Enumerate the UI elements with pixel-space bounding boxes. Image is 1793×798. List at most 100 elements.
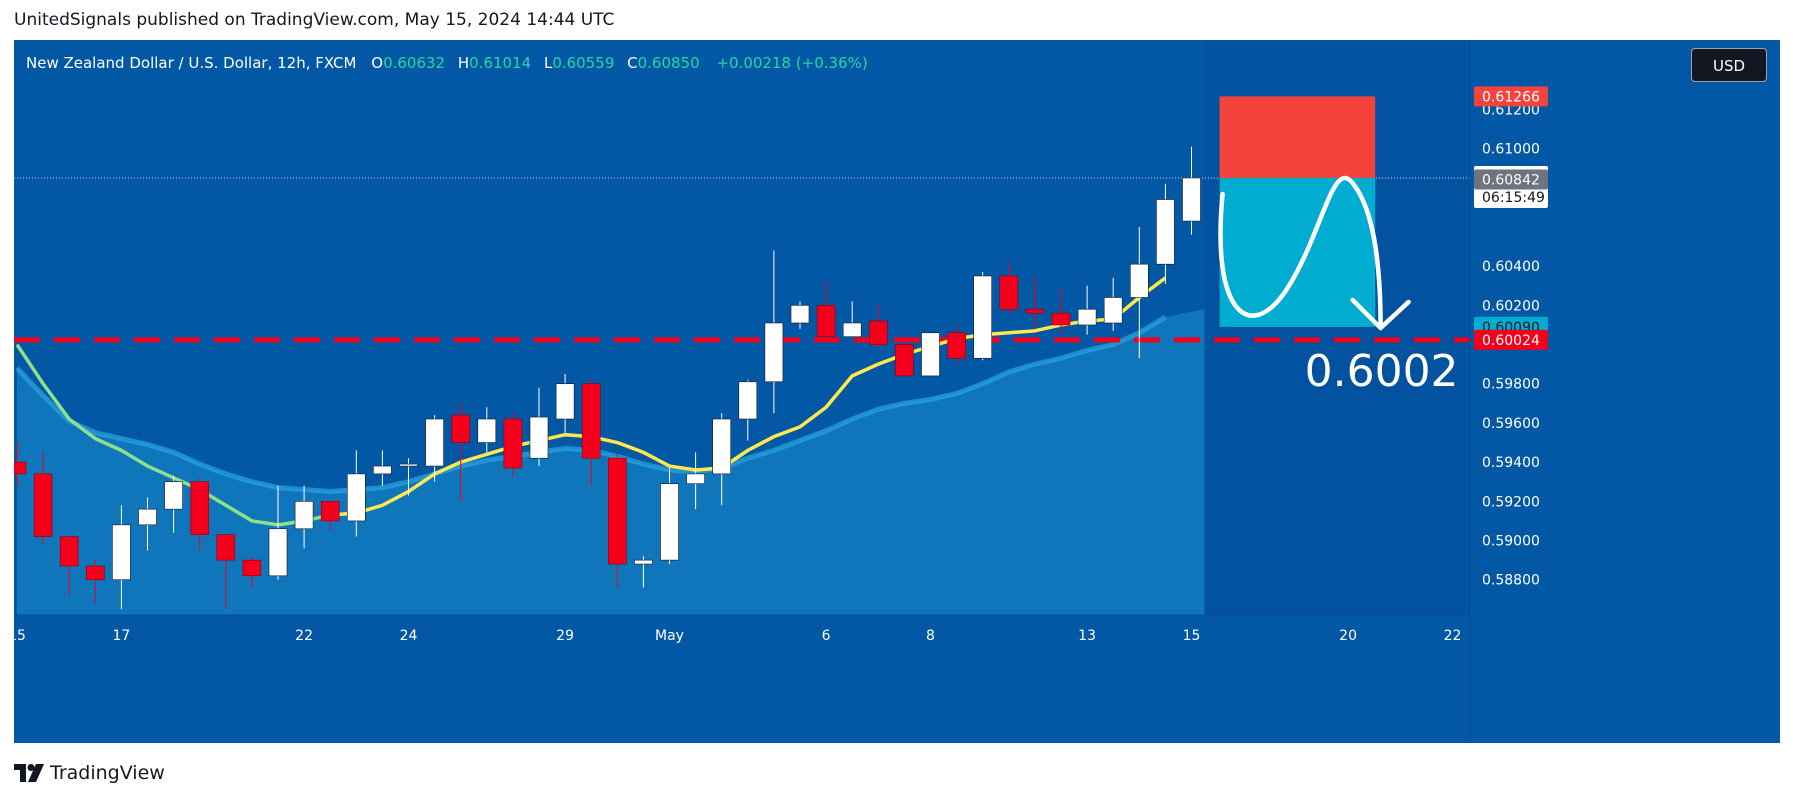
candle-body [790, 305, 810, 324]
candle-body [973, 275, 993, 359]
price-chart[interactable]: 0.60020.612000.610000.604000.602000.5980… [14, 40, 1780, 743]
y-tick-label: 0.59800 [1482, 377, 1540, 393]
legend-high-value: 0.61014 [469, 54, 532, 72]
candle-body [1130, 263, 1149, 298]
candle-body [216, 534, 236, 561]
candle-body [59, 536, 79, 567]
y-tick-label: 0.58800 [1482, 573, 1540, 589]
candle-body [1103, 297, 1123, 324]
candle-body [895, 344, 914, 377]
y-tick-label: 0.60200 [1482, 298, 1540, 314]
candle-body [346, 473, 366, 522]
legend-symbol: New Zealand Dollar / U.S. Dollar, 12h, F… [26, 54, 357, 72]
candles [14, 146, 1201, 610]
y-tick-label: 0.59400 [1482, 455, 1540, 471]
candle-body [529, 416, 549, 459]
x-tick-label: 6 [822, 628, 831, 644]
candle-body [999, 275, 1019, 310]
y-tick-label: 0.61000 [1482, 142, 1540, 158]
price-tag-timer: 06:15:49 [1482, 190, 1545, 206]
candle-body [138, 508, 157, 526]
candle-body [555, 383, 575, 420]
candle-body [33, 473, 53, 537]
take-profit-zone [1219, 177, 1376, 327]
legend-low-value: 0.60559 [552, 54, 615, 72]
candle-body [868, 320, 888, 345]
candle-body [294, 501, 314, 530]
y-tick-label: 0.59600 [1482, 416, 1540, 432]
x-tick-label: 15 [1183, 628, 1201, 644]
candle-body [660, 483, 679, 561]
legend-low-label: L [543, 54, 553, 72]
candle-body [503, 418, 523, 469]
candle-body [268, 528, 288, 577]
candle-body [477, 418, 497, 443]
candle-body [399, 463, 418, 467]
x-tick-label: 8 [926, 628, 935, 644]
legend-open-value: 0.60632 [383, 54, 446, 72]
x-tick-label: 13 [1078, 628, 1096, 644]
x-tick-label: 20 [1339, 628, 1357, 644]
symbol-legend: New Zealand Dollar / U.S. Dollar, 12h, F… [26, 54, 868, 72]
x-tick-label: 29 [556, 628, 574, 644]
ma-line [330, 276, 1167, 517]
candle-body [320, 501, 340, 522]
y-tick-label: 0.59200 [1482, 494, 1540, 510]
price-tag-label: 0.60842 [1482, 173, 1540, 189]
projection-arrowhead [1350, 297, 1411, 331]
candle-body [921, 332, 940, 377]
tradingview-logo[interactable]: TradingView [14, 760, 165, 786]
candle-body [581, 383, 601, 459]
x-tick-label: May [655, 628, 684, 644]
candle-body [451, 414, 471, 443]
candle-body [14, 461, 27, 475]
candle-body [607, 457, 627, 565]
candle-body [816, 305, 836, 338]
stop-loss-zone [1219, 96, 1376, 178]
legend-open-label: O [371, 54, 384, 72]
candle-body [1051, 312, 1071, 326]
candle-body [190, 481, 209, 535]
candle-body [1156, 199, 1175, 265]
x-axis-band [14, 615, 1470, 743]
candle-body [425, 418, 444, 467]
price-tag [1474, 169, 1548, 190]
x-tick-label: 22 [295, 628, 313, 644]
legend-high-label: H [457, 54, 470, 72]
candle-body [947, 332, 966, 359]
candle-body [1077, 308, 1097, 326]
candle-body [86, 565, 105, 581]
target-annotation: 0.6002 [1305, 346, 1459, 397]
x-tick-label: 17 [112, 628, 130, 644]
candle-body [686, 473, 705, 484]
tradingview-brand-text: TradingView [50, 762, 165, 784]
candle-body [842, 322, 862, 338]
currency-button[interactable]: USD [1691, 48, 1767, 82]
tradingview-logo-icon [14, 764, 44, 782]
x-tick-label: 24 [400, 628, 418, 644]
candle-body [373, 465, 392, 475]
publisher-caption: UnitedSignals published on TradingView.c… [14, 10, 615, 30]
candle-body [1182, 177, 1201, 222]
price-tag [1474, 329, 1548, 350]
candle-body [712, 418, 732, 475]
price-tag-label: 0.60024 [1482, 333, 1540, 349]
candle-body [1025, 308, 1045, 314]
candle-body [738, 381, 758, 420]
candle-body [242, 559, 262, 577]
candle-body [634, 559, 653, 565]
candle-body [764, 322, 784, 383]
price-tag [1474, 86, 1548, 107]
x-tick-label: 22 [1444, 628, 1462, 644]
legend-close-label: C [627, 54, 638, 72]
projection-curve [1218, 175, 1383, 331]
candle-body [164, 481, 183, 510]
y-tick-label: 0.60400 [1482, 259, 1540, 275]
legend-close-value: 0.60850 [637, 54, 700, 72]
x-tick-label: 15 [14, 628, 26, 644]
price-tag-label: 0.61266 [1482, 89, 1540, 105]
chart-area[interactable]: 0.6002 0.61200 0.61000 0.60400 0.60200 0.5980… [14, 40, 1780, 743]
legend-change: +0.00218 (+0.36%) [716, 54, 868, 72]
y-tick-label: 0.59000 [1482, 534, 1540, 550]
candle-body [112, 524, 131, 581]
